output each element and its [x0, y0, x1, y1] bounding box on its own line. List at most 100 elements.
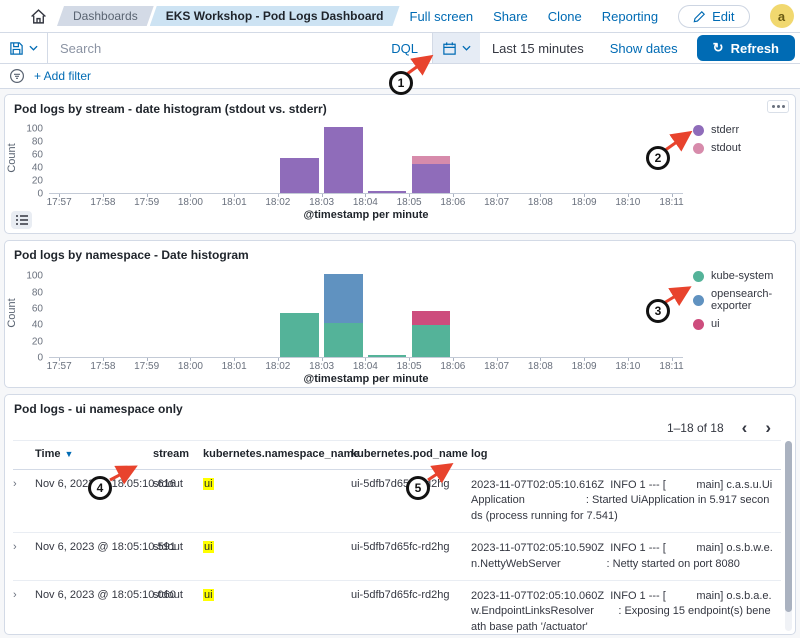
bar-segment-kube-system[interactable] [324, 323, 363, 357]
panel-title: Pod logs by stream - date histogram (std… [14, 102, 327, 116]
bar-segment-ui[interactable] [411, 310, 451, 325]
column-header-stream[interactable]: stream [153, 440, 203, 470]
x-tick-mark [234, 358, 236, 361]
breadcrumb-dashboards[interactable]: Dashboards [57, 6, 154, 26]
show-dates-link[interactable]: Show dates [609, 40, 678, 56]
previous-page-icon[interactable]: ‹ [741, 418, 748, 437]
legend-dot-icon [693, 318, 704, 330]
add-filter-link[interactable]: + Add filter [34, 69, 92, 83]
bar-segment-kube-system[interactable] [280, 313, 319, 357]
user-avatar[interactable]: a [769, 4, 794, 28]
bar-18:03[interactable] [324, 268, 363, 357]
panel-title: Pod logs by namespace - Date histogram [14, 248, 249, 262]
clone-link[interactable]: Clone [547, 8, 582, 24]
cell-stream: stdout [153, 580, 203, 634]
bar-segment-stdout[interactable] [411, 155, 451, 164]
bar-18:03[interactable] [324, 122, 363, 193]
chart-legend: kube-system opensearch-exporter ui [683, 268, 795, 358]
x-tick-mark [671, 194, 673, 197]
x-tick-label: 18:10 [615, 361, 641, 372]
bar-18:04[interactable] [367, 122, 407, 193]
save-icon [10, 41, 23, 55]
expand-row-icon[interactable]: › [13, 469, 35, 534]
x-tick-label: 17:58 [90, 197, 116, 208]
x-tick-mark [540, 358, 542, 361]
legend-item-stdout[interactable]: stdout [693, 142, 795, 154]
bar-segment-stderr[interactable] [324, 126, 363, 193]
legend-dot-icon [693, 142, 704, 154]
x-tick-mark [409, 358, 411, 361]
y-tick-label: 60 [31, 303, 43, 315]
legend-dot-icon [693, 270, 704, 282]
top-navigation-bar: Dashboards EKS Workshop - Pod Logs Dashb… [0, 0, 800, 33]
legend-item-opensearch-exporter[interactable]: opensearch-exporter [693, 288, 795, 312]
panel-options-icon[interactable] [767, 100, 789, 113]
cell-namespace: ui [203, 580, 351, 634]
share-link[interactable]: Share [493, 8, 528, 24]
annotation-1: 1 [389, 71, 413, 95]
bar-18:05[interactable] [411, 268, 451, 357]
filter-options-icon[interactable] [9, 68, 25, 84]
dashboard-content: Pod logs by stream - date histogram (std… [0, 89, 800, 638]
table-row: › Nov 6, 2023 @ 18:05:10.060 stdout ui ui-5d… [13, 580, 781, 634]
expand-row-icon[interactable]: › [13, 580, 35, 634]
sort-desc-icon[interactable]: ▼ [64, 449, 74, 459]
search-input[interactable] [48, 33, 378, 63]
bar-segment-stderr[interactable] [367, 191, 407, 193]
query-language-button[interactable]: DQL [377, 33, 433, 63]
legend-item-kube-system[interactable]: kube-system [693, 270, 795, 282]
column-header-kubernetes-namespace-name[interactable]: kubernetes.namespace_name [203, 440, 360, 470]
x-axis-ticks: 17:57 17:58 17:59 18:00 18:01 18:02 18:03 18:04… [47, 194, 684, 209]
reporting-link[interactable]: Reporting [601, 8, 659, 24]
bar-18:05[interactable] [411, 122, 451, 193]
x-tick-label: 18:10 [615, 197, 641, 208]
cell-log: 2023-11-07T02:05:10.590Z INFO 1 --- [ ma… [471, 532, 781, 581]
bar-segment-kube-system[interactable] [367, 354, 407, 357]
date-quick-select-button[interactable] [432, 33, 480, 63]
table-scrollbar[interactable] [785, 441, 792, 631]
saved-query-menu-button[interactable] [0, 33, 48, 63]
cell-namespace: ui [203, 532, 351, 581]
x-tick-mark [321, 194, 323, 197]
bar-segment-opensearch-exporter[interactable] [324, 273, 363, 324]
column-header-log[interactable]: log [471, 440, 781, 470]
y-tick-label: 80 [31, 287, 43, 299]
x-tick-label: 18:05 [396, 361, 422, 372]
bar-18:02[interactable] [280, 122, 319, 193]
x-tick-mark [321, 358, 323, 361]
legend-item-stderr[interactable]: stderr [693, 124, 795, 136]
x-tick-label: 18:06 [440, 361, 466, 372]
cell-log: 2023-11-07T02:05:10.616Z INFO 1 --- [ ma… [471, 469, 781, 534]
refresh-button[interactable]: ↻ Refresh [696, 35, 795, 61]
highlighted-namespace: ui [203, 588, 214, 601]
legend-item-ui[interactable]: ui [693, 318, 795, 330]
next-page-icon[interactable]: › [765, 418, 771, 437]
column-header-kubernetes-pod-name[interactable]: kubernetes.pod_name [351, 440, 471, 470]
x-tick-label: 18:03 [309, 361, 335, 372]
x-tick-mark [102, 358, 104, 361]
x-tick-mark [627, 358, 629, 361]
bar-18:04[interactable] [367, 268, 407, 357]
x-tick-mark [452, 194, 454, 197]
legend-toggle-button[interactable] [11, 211, 32, 229]
edit-button[interactable]: Edit [678, 4, 750, 28]
x-tick-label: 18:11 [659, 361, 684, 372]
bar-segment-stderr[interactable] [280, 157, 319, 193]
bar-segment-stderr[interactable] [411, 163, 451, 193]
list-icon [15, 215, 28, 225]
pagination: 1–18 of 18 ‹ › [667, 419, 771, 436]
bar-18:02[interactable] [280, 268, 319, 357]
legend-label: ui [711, 318, 720, 330]
home-icon[interactable] [30, 8, 47, 25]
column-header-time[interactable]: Time ▼ [35, 440, 153, 470]
y-tick-label: 20 [31, 175, 43, 187]
x-tick-mark [59, 194, 61, 197]
full-screen-link[interactable]: Full screen [409, 8, 474, 24]
plot-area [49, 122, 683, 194]
expand-row-icon[interactable]: › [13, 532, 35, 581]
y-tick-label: 0 [37, 188, 43, 200]
chevron-down-icon [462, 45, 471, 51]
bar-segment-kube-system[interactable] [411, 324, 451, 357]
query-bar: DQL Last 15 minutes Show dates ↻ Refresh [0, 33, 800, 64]
time-range-value[interactable]: Last 15 minutes [491, 40, 584, 56]
